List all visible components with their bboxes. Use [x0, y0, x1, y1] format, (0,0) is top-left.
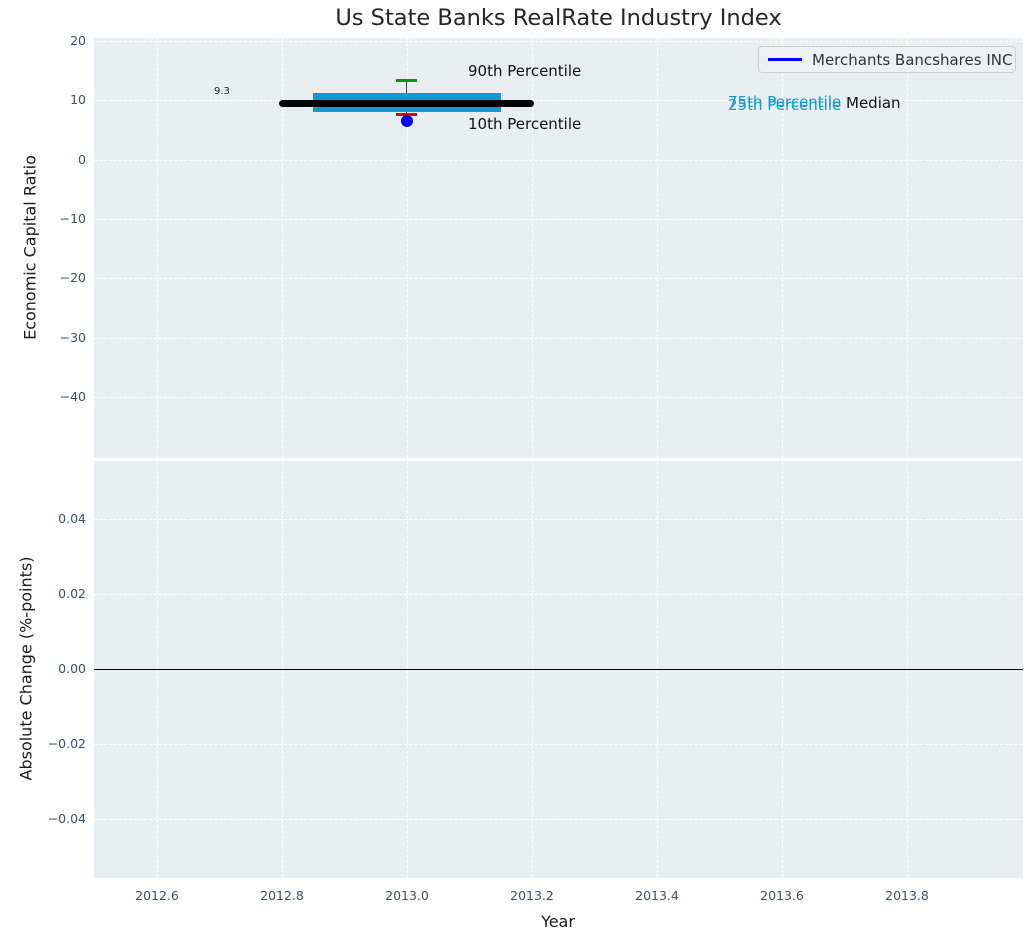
legend-label: Merchants Bancshares INC	[812, 50, 1013, 69]
ytick-label: 0.04	[58, 511, 86, 526]
ytick-label: 0.00	[58, 661, 86, 676]
p10-cap-mark	[396, 112, 417, 116]
xtick-label: 2012.6	[135, 888, 179, 903]
gridline-h	[94, 519, 1023, 520]
top-y-axis-label: Economic Capital Ratio	[20, 155, 40, 340]
median-line	[279, 100, 534, 107]
p75-annotation: 75th Percentile	[728, 93, 842, 111]
zero-line	[94, 668, 1023, 671]
legend: Merchants Bancshares INC	[758, 46, 1016, 73]
gridline-h	[94, 100, 1023, 101]
ytick-label: −40	[59, 389, 86, 404]
p10-annotation: 10th Percentile	[468, 115, 582, 133]
ytick-label: 20	[70, 33, 86, 48]
ytick-label: −30	[59, 330, 86, 345]
ytick-label: −20	[59, 270, 86, 285]
ytick-label: −0.04	[47, 811, 86, 826]
bottom-subplot	[94, 461, 1023, 878]
chart-title: Us State Banks RealRate Industry Index	[335, 5, 782, 31]
gridline-h	[94, 219, 1023, 220]
gridline-v	[157, 38, 158, 458]
gridline-v	[782, 38, 783, 458]
gridline-v	[282, 38, 283, 458]
ytick-label: 0.02	[58, 586, 86, 601]
gridline-h	[94, 41, 1023, 42]
ytick-label: 10	[70, 92, 86, 107]
p90-annotation: 90th Percentile	[468, 62, 582, 80]
ytick-label: 0	[78, 152, 86, 167]
gridline-v	[407, 38, 408, 458]
xtick-label: 2013.4	[635, 888, 679, 903]
median-annotation: Median	[846, 94, 901, 112]
gridline-h	[94, 594, 1023, 595]
median-value-annotation: 9.3	[214, 86, 230, 97]
p90-cap-mark	[396, 79, 417, 82]
ytick-label: −0.02	[47, 736, 86, 751]
xtick-label: 2012.8	[260, 888, 304, 903]
gridline-h	[94, 744, 1023, 745]
gridline-h	[94, 819, 1023, 820]
gridline-v	[532, 38, 533, 458]
gridline-h	[94, 338, 1023, 339]
ytick-label: −10	[59, 211, 86, 226]
xtick-label: 2013.0	[385, 888, 429, 903]
xtick-label: 2013.6	[760, 888, 804, 903]
p25-annotation: 25th Percentile	[728, 96, 842, 114]
gridline-h	[94, 278, 1023, 279]
bottom-y-axis-label: Absolute Change (%-points)	[16, 556, 36, 781]
gridline-v	[907, 38, 908, 458]
legend-line-sample	[768, 58, 802, 61]
gridline-h	[94, 397, 1023, 398]
gridline-h	[94, 160, 1023, 161]
xtick-label: 2013.8	[885, 888, 929, 903]
x-axis-label: Year	[541, 912, 575, 931]
gridline-v	[657, 38, 658, 458]
xtick-label: 2013.2	[510, 888, 554, 903]
company-data-point	[400, 114, 413, 127]
top-subplot: 9.3 90th Percentile 10th Percentile 75th…	[94, 38, 1023, 458]
